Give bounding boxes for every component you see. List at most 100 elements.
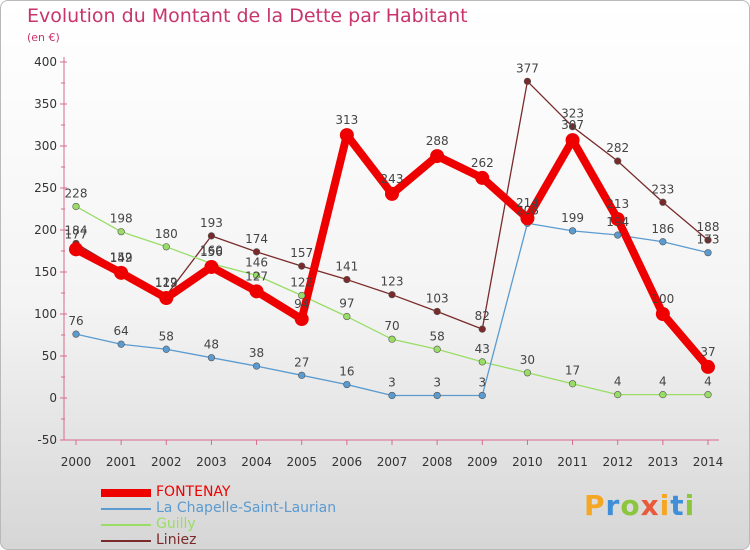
- data-label: 94: [294, 297, 309, 311]
- data-label: 97: [339, 297, 354, 311]
- data-point: [433, 307, 441, 316]
- data-point: [478, 391, 486, 400]
- data-point: [701, 359, 715, 374]
- data-point: [117, 228, 125, 236]
- x-tick-label: 2013: [648, 455, 679, 469]
- data-label: 188: [697, 220, 720, 234]
- data-label: 122: [290, 276, 313, 290]
- data-label: 186: [651, 222, 674, 236]
- legend-item-2: Guilly: [101, 516, 431, 533]
- legend-label: FONTENAY: [156, 484, 231, 500]
- data-label: 37: [700, 345, 715, 359]
- data-point: [298, 262, 306, 270]
- data-point: [614, 157, 622, 165]
- data-point: [430, 149, 445, 164]
- x-tick-label: 2005: [286, 455, 317, 469]
- data-point: [162, 243, 170, 251]
- data-point: [69, 242, 83, 257]
- data-label: 3: [478, 375, 486, 389]
- chart-title: Evolution du Montant de la Dette par Hab…: [27, 5, 468, 27]
- legend-item-3: Liniez: [101, 532, 431, 549]
- data-point: [72, 202, 80, 211]
- y-tick-label: 350: [34, 97, 57, 111]
- data-point: [523, 369, 532, 377]
- data-point: [568, 227, 577, 235]
- x-tick-label: 2009: [467, 455, 498, 469]
- data-label: 70: [384, 319, 399, 333]
- y-tick-label: 100: [34, 307, 57, 321]
- data-point: [565, 133, 580, 148]
- data-point: [433, 391, 441, 400]
- data-label: 48: [204, 338, 219, 352]
- data-label: 156: [200, 245, 223, 259]
- data-label: 184: [65, 223, 88, 237]
- data-point: [343, 312, 351, 321]
- data-point: [343, 275, 351, 284]
- data-point: [568, 123, 577, 131]
- data-label: 27: [294, 355, 309, 369]
- legend-label: La Chapelle-Saint-Laurian: [156, 500, 337, 516]
- x-tick-label: 2010: [512, 455, 543, 469]
- data-label: 100: [651, 292, 674, 306]
- y-tick-label: -50: [37, 433, 57, 447]
- data-label: 82: [475, 309, 490, 323]
- data-point: [659, 391, 667, 399]
- data-point: [704, 391, 712, 399]
- data-label: 193: [200, 216, 223, 230]
- data-label: 307: [561, 118, 584, 132]
- data-label: 141: [335, 260, 358, 274]
- data-point: [343, 380, 351, 389]
- data-point: [523, 77, 532, 85]
- y-tick-label: 200: [34, 223, 57, 237]
- data-label: 43: [475, 342, 490, 356]
- data-label: 228: [65, 186, 88, 200]
- legend-swatch: [101, 524, 151, 526]
- data-point: [478, 325, 486, 333]
- data-point: [659, 198, 667, 206]
- data-label: 4: [704, 375, 712, 389]
- data-point: [207, 354, 216, 362]
- data-label: 4: [614, 375, 622, 389]
- data-label: 174: [245, 232, 268, 246]
- y-tick-label: 50: [42, 349, 57, 363]
- data-label: 323: [561, 107, 584, 121]
- data-point: [252, 271, 261, 279]
- x-tick-label: 2014: [693, 455, 724, 469]
- data-label: 16: [339, 365, 354, 379]
- x-tick-label: 2000: [61, 455, 92, 469]
- x-tick-label: 2003: [196, 455, 227, 469]
- data-point: [475, 170, 490, 185]
- data-label: 173: [697, 233, 720, 247]
- proxiti-logo: Proxiti: [584, 489, 696, 522]
- data-point: [610, 212, 625, 227]
- y-tick-label: 150: [34, 265, 57, 279]
- data-label: 198: [110, 212, 133, 226]
- data-point: [388, 335, 396, 343]
- x-tick-label: 2006: [332, 455, 363, 469]
- data-point: [385, 186, 399, 201]
- data-point: [659, 238, 667, 246]
- data-point: [204, 259, 219, 274]
- data-label: 213: [606, 197, 629, 211]
- data-label: 103: [426, 291, 449, 305]
- axes: -50 0 50 100 150 200 250 300 350 400 2000 2001 2002 2…: [34, 55, 723, 469]
- y-tick-label: 0: [49, 391, 57, 405]
- data-point: [249, 284, 264, 299]
- chart-subtitle: (en €): [27, 31, 60, 44]
- data-label: 58: [159, 329, 174, 343]
- legend-swatch: [101, 489, 151, 497]
- data-point: [704, 249, 712, 257]
- data-label: 76: [68, 314, 83, 328]
- x-tick-label: 2011: [557, 455, 588, 469]
- data-label: 17: [565, 364, 580, 378]
- legend-swatch: [101, 540, 151, 542]
- data-label: 208: [516, 203, 539, 217]
- data-label: 233: [651, 182, 674, 196]
- data-label: 149: [110, 251, 133, 265]
- x-tick-label: 2004: [241, 455, 272, 469]
- data-labels: 177 149 119 156 127 94 313 243 288 262 214 307 213 10…: [65, 61, 720, 389]
- legend-swatch: [101, 508, 151, 510]
- data-label: 160: [200, 244, 223, 258]
- legend-item-0: FONTENAY: [101, 484, 431, 501]
